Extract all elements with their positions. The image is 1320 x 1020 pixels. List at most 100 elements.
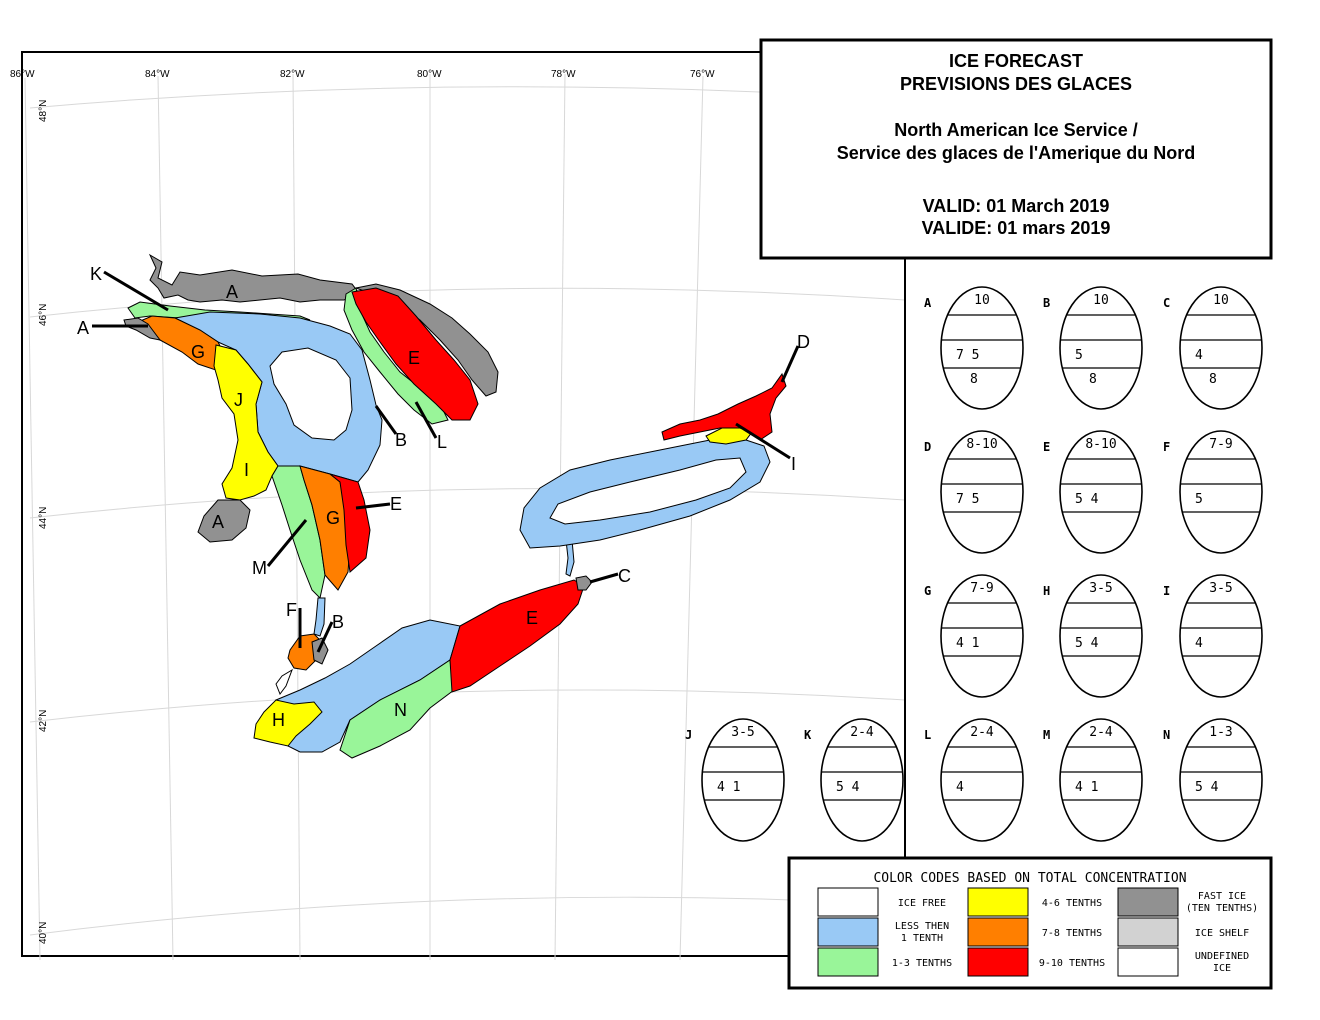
longitude-labels: 86°W 84°W 82°W 80°W 78°W 76°W — [10, 69, 715, 80]
egg-letter: E — [1043, 440, 1050, 454]
lon-label: 84°W — [145, 69, 170, 80]
map-label: D — [797, 332, 810, 352]
egg-oval — [1179, 286, 1263, 410]
map-label: E — [408, 348, 420, 368]
region-h-yellow — [253, 699, 323, 747]
legend-label: 1 TENTH — [901, 933, 943, 944]
legend-swatch — [1117, 917, 1179, 947]
map-label: B — [395, 430, 407, 450]
st-clair-river — [313, 597, 326, 637]
egg-oval — [1059, 574, 1143, 698]
egg-partial: 4 — [1195, 636, 1203, 651]
egg-concentration: 2-4 — [850, 725, 874, 740]
egg-partial: 4 1 — [1075, 780, 1098, 795]
egg-stage: 8 — [1209, 372, 1217, 387]
legend-swatch — [967, 917, 1029, 947]
lake-st-clair — [275, 597, 329, 696]
valid-date: VALID: 01 March 2019 — [923, 196, 1110, 216]
map-label: A — [77, 318, 89, 338]
map-label: J — [234, 390, 243, 410]
map-label: C — [618, 566, 631, 586]
egg-oval — [940, 718, 1024, 842]
egg-code-g: G 7-9 4 1 — [924, 574, 1024, 698]
map-labels: A K A G J I A M G E E B L D I C E F B H … — [77, 264, 810, 730]
map-label: E — [390, 494, 402, 514]
egg-concentration: 3-5 — [1209, 581, 1232, 596]
legend-label: 1-3 TENTHS — [892, 958, 952, 969]
map-label: E — [526, 608, 538, 628]
legend-title: COLOR CODES BASED ON TOTAL CONCENTRATION — [873, 871, 1186, 886]
egg-concentration: 10 — [974, 293, 990, 308]
egg-letter: F — [1163, 440, 1170, 454]
legend-label: ICE FREE — [898, 898, 946, 909]
lat-label: 42°N — [38, 710, 49, 732]
legend-label: 4-6 TENTHS — [1042, 898, 1102, 909]
egg-code-j: J 3-5 4 1 — [685, 718, 785, 842]
lon-label: 80°W — [417, 69, 442, 80]
legend-item-7-8: 7-8 TENTHS — [967, 917, 1102, 947]
egg-concentration: 3-5 — [731, 725, 754, 740]
map-label: G — [191, 342, 205, 362]
egg-letter: G — [924, 584, 931, 598]
egg-code-h: H 3-5 5 4 — [1043, 574, 1143, 698]
region-n-green — [339, 659, 455, 759]
egg-letter: M — [1043, 728, 1050, 742]
egg-code-i: I 3-5 4 — [1163, 574, 1263, 698]
egg-partial: 5 4 — [1195, 780, 1219, 795]
valid-date-fr: VALIDE: 01 mars 2019 — [922, 218, 1111, 238]
map-label: I — [244, 460, 249, 480]
legend-swatch — [817, 887, 879, 917]
region-j-yellow — [213, 344, 279, 501]
legend-item-ice-free: ICE FREE — [817, 887, 946, 917]
egg-partial: 4 — [1195, 348, 1203, 363]
egg-concentration: 3-5 — [1089, 581, 1112, 596]
detroit-river — [275, 668, 293, 696]
title-line: PREVISIONS DES GLACES — [900, 74, 1132, 94]
egg-stage: 8 — [970, 372, 978, 387]
lon-label: 76°W — [690, 69, 715, 80]
title-box: ICE FORECAST PREVISIONS DES GLACES North… — [759, 38, 1273, 260]
legend-swatch — [817, 917, 879, 947]
egg-concentration: 10 — [1093, 293, 1109, 308]
lake-erie — [253, 575, 593, 759]
egg-oval — [940, 430, 1024, 554]
egg-oval — [820, 718, 904, 842]
egg-partial: 5 — [1075, 348, 1083, 363]
legend-item-shelf: ICE SHELF — [1117, 917, 1249, 947]
egg-code-n: N 1-3 5 4 — [1163, 718, 1263, 842]
legend-item-fast: FAST ICE(TEN TENTHS) — [1117, 887, 1258, 917]
map-label: F — [286, 600, 297, 620]
lat-label: 48°N — [38, 100, 49, 122]
region-c-fast-ice — [575, 575, 593, 591]
latitude-labels: 48°N 46°N 44°N 42°N 40°N — [38, 100, 49, 944]
legend-label: ICE — [1213, 963, 1231, 974]
egg-oval — [1179, 430, 1263, 554]
egg-letter: N — [1163, 728, 1170, 742]
egg-code-c: C 10 48 — [1163, 286, 1263, 410]
egg-concentration: 2-4 — [1089, 725, 1113, 740]
lat-label: 46°N — [38, 304, 49, 326]
legend-swatch — [1117, 947, 1179, 977]
egg-partial: 5 4 — [1075, 492, 1099, 507]
legend-label: ICE SHELF — [1195, 928, 1249, 939]
egg-code-a: A 10 7 5 8 — [924, 286, 1024, 410]
lon-label: 78°W — [551, 69, 576, 80]
egg-concentration: 8-10 — [966, 437, 997, 452]
egg-code-b: B 10 58 — [1043, 286, 1143, 410]
egg-partial: 4 1 — [717, 780, 740, 795]
egg-oval — [1059, 718, 1143, 842]
egg-concentration: 1-3 — [1209, 725, 1232, 740]
egg-letter: H — [1043, 584, 1050, 598]
egg-oval — [1179, 718, 1263, 842]
egg-letter: A — [924, 296, 932, 310]
legend-item-4-6: 4-6 TENTHS — [967, 887, 1102, 917]
legend-swatch — [967, 887, 1029, 917]
egg-code-e: E 8-10 5 4 — [1043, 430, 1143, 554]
egg-partial: 7 5 — [956, 348, 979, 363]
map-label: B — [332, 612, 344, 632]
region-e-georgian — [351, 287, 479, 421]
egg-concentration: 7-9 — [970, 581, 993, 596]
map-label: L — [437, 432, 447, 452]
